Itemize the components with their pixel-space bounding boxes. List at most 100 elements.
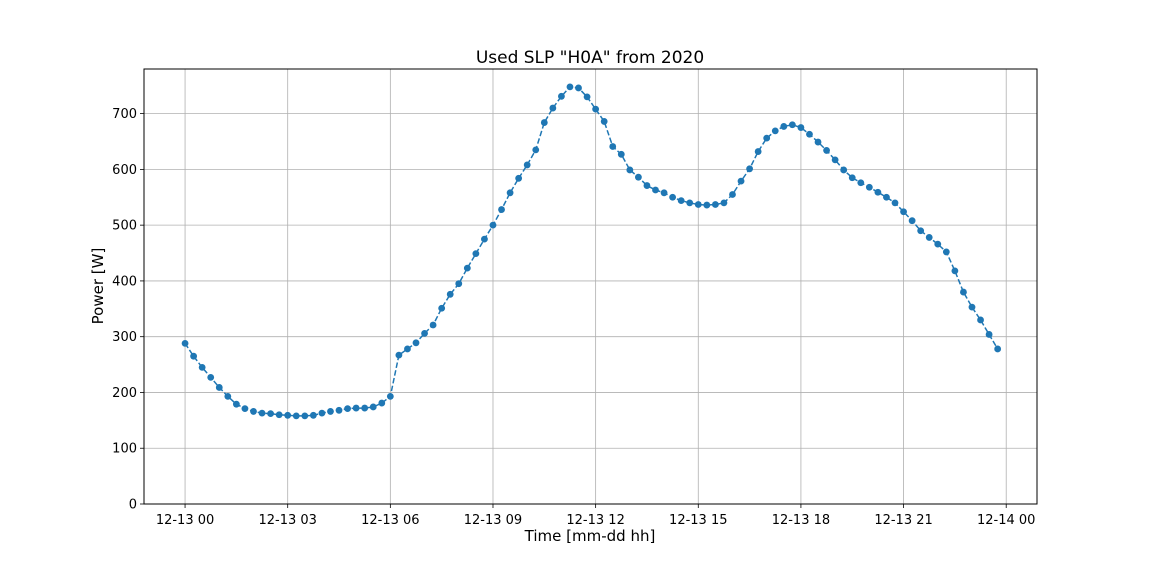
data-point xyxy=(857,179,865,187)
data-point xyxy=(951,267,959,275)
y-tick-label: 400 xyxy=(112,274,137,289)
y-tick-label: 200 xyxy=(112,386,137,401)
data-point xyxy=(874,188,882,196)
y-tick-label: 700 xyxy=(112,107,137,122)
data-point xyxy=(763,134,771,142)
data-point xyxy=(523,161,531,169)
data-point xyxy=(250,408,257,415)
data-point xyxy=(378,399,386,407)
data-point xyxy=(652,186,659,194)
data-point xyxy=(934,240,942,248)
data-point xyxy=(215,384,223,391)
data-point xyxy=(686,199,694,207)
data-point xyxy=(335,406,343,414)
data-point xyxy=(925,234,933,241)
data-point xyxy=(498,206,505,213)
y-axis-ticks: 0 100 200 300 400 500 600 700 xyxy=(112,107,144,513)
data-point xyxy=(883,193,890,201)
x-tick-label: 12-13 21 xyxy=(874,513,932,528)
data-point xyxy=(575,84,582,92)
data-point xyxy=(404,345,411,353)
data-point xyxy=(455,280,463,288)
data-point xyxy=(609,143,617,150)
plot-frame xyxy=(143,68,1038,505)
data-point xyxy=(309,411,317,419)
data-point xyxy=(532,146,540,154)
data-series xyxy=(181,83,1002,420)
data-point xyxy=(814,138,822,146)
x-tick-label: 12-13 15 xyxy=(669,513,727,528)
data-point xyxy=(729,191,736,198)
y-tick-label: 100 xyxy=(112,442,137,457)
data-point xyxy=(472,250,480,257)
data-point xyxy=(344,405,351,413)
data-point xyxy=(446,290,454,298)
data-point xyxy=(412,339,420,347)
data-point xyxy=(617,150,625,158)
data-point xyxy=(908,217,916,225)
data-point xyxy=(515,174,523,182)
data-point xyxy=(848,174,856,182)
x-tick-label: 12-14 00 xyxy=(977,513,1035,528)
data-point xyxy=(207,374,215,381)
y-axis-label: Power [W] xyxy=(89,248,107,325)
y-tick-label: 600 xyxy=(112,163,137,178)
data-point xyxy=(746,165,753,173)
data-point xyxy=(481,235,488,243)
data-point xyxy=(669,193,677,201)
data-point xyxy=(711,201,719,208)
data-point xyxy=(797,124,805,131)
data-point xyxy=(327,408,334,415)
data-point xyxy=(463,264,471,272)
y-tick-label: 500 xyxy=(112,219,137,234)
data-point xyxy=(780,123,788,130)
data-point xyxy=(806,130,813,138)
data-point xyxy=(968,303,976,311)
data-point xyxy=(558,92,565,100)
x-tick-label: 12-13 18 xyxy=(772,513,830,528)
data-point xyxy=(190,352,198,360)
data-point xyxy=(960,288,967,296)
data-point xyxy=(198,363,206,371)
data-point xyxy=(831,156,839,164)
data-point xyxy=(703,201,711,209)
data-point xyxy=(275,411,283,419)
data-point xyxy=(421,329,428,337)
data-point xyxy=(985,331,993,338)
x-axis-ticks: 12-13 00 12-13 03 12-13 06 12-13 09 12-13 12… xyxy=(156,504,1035,528)
data-point xyxy=(917,227,925,235)
data-point xyxy=(318,409,326,417)
data-point xyxy=(891,199,899,207)
data-point xyxy=(840,166,848,174)
data-point xyxy=(301,412,309,420)
data-point xyxy=(865,183,873,191)
data-point xyxy=(267,410,274,418)
data-point xyxy=(823,147,830,154)
data-point xyxy=(754,148,762,155)
data-point xyxy=(900,208,907,216)
data-point xyxy=(566,83,574,91)
data-point xyxy=(438,304,446,312)
series-line xyxy=(184,86,999,417)
data-point xyxy=(994,345,1002,353)
data-point xyxy=(258,409,266,417)
data-point xyxy=(549,104,557,112)
data-point xyxy=(284,411,292,419)
data-point xyxy=(369,403,377,411)
grid-lines xyxy=(144,69,1037,505)
data-point xyxy=(429,321,437,329)
data-point xyxy=(540,119,548,126)
data-point xyxy=(224,392,232,400)
y-tick-label: 0 xyxy=(129,498,137,513)
data-point xyxy=(489,221,497,229)
data-point xyxy=(600,118,608,125)
data-point xyxy=(181,339,189,347)
data-point xyxy=(232,400,240,408)
data-point xyxy=(592,105,600,113)
data-point xyxy=(694,201,702,208)
data-point xyxy=(361,404,369,412)
data-point xyxy=(643,182,651,189)
data-point xyxy=(977,316,984,324)
data-point xyxy=(386,392,394,400)
